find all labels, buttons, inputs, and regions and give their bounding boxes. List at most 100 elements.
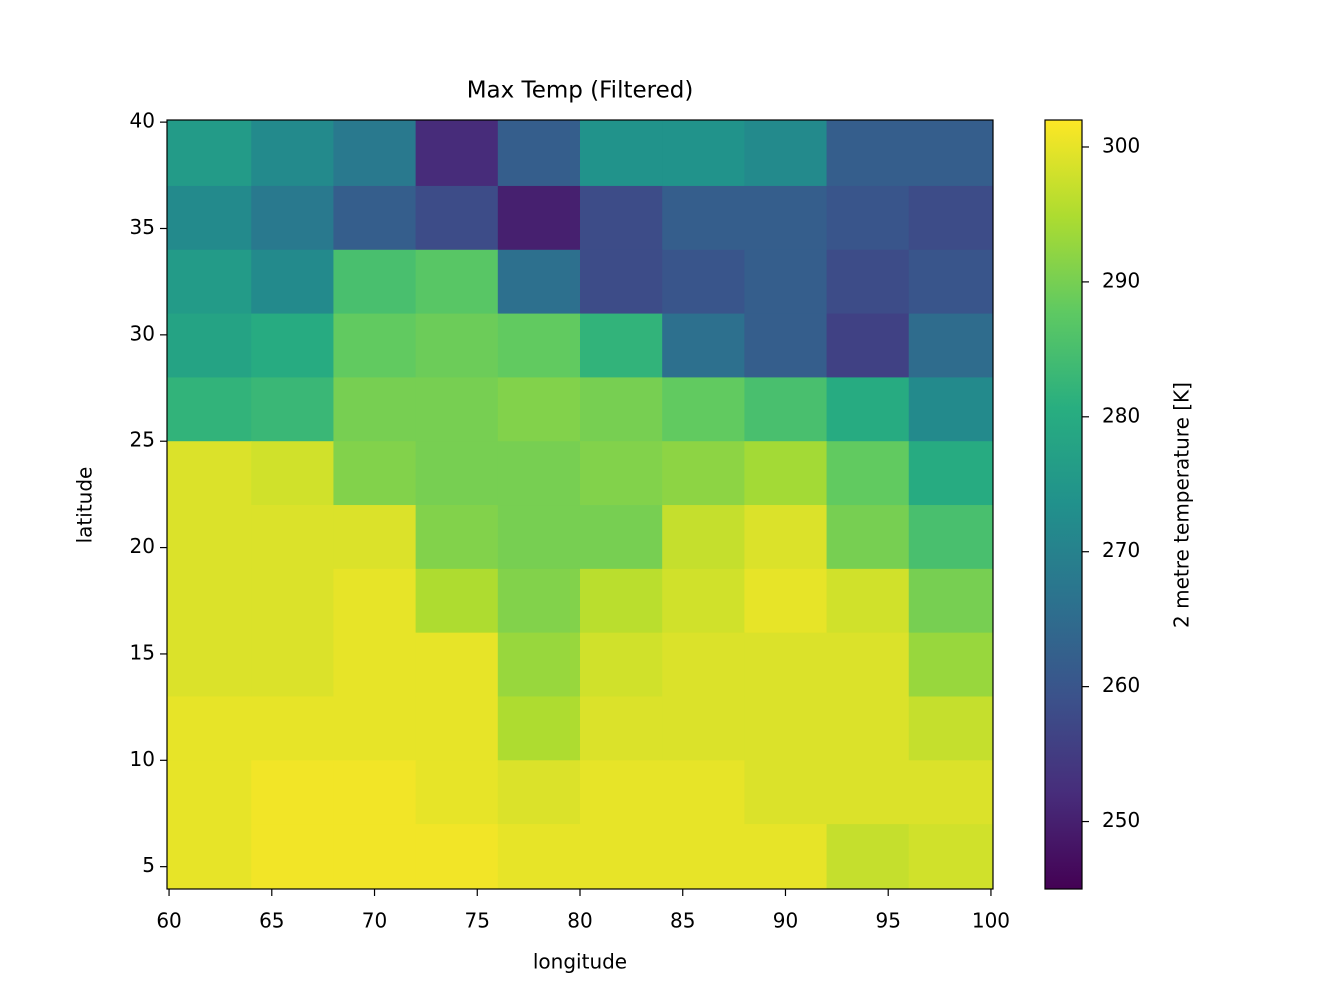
heatmap-cell bbox=[662, 568, 745, 634]
heatmap-cell bbox=[744, 568, 828, 634]
heatmap-cell bbox=[826, 441, 910, 506]
heatmap-cell bbox=[662, 185, 745, 251]
heatmap-cell bbox=[908, 441, 993, 506]
heatmap-cell bbox=[251, 760, 334, 825]
heatmap-cell bbox=[662, 632, 745, 697]
heatmap-cell bbox=[497, 377, 581, 442]
y-axis-label: latitude bbox=[73, 467, 97, 544]
heatmap-cell bbox=[744, 377, 828, 442]
heatmap-cell bbox=[744, 120, 828, 187]
heatmap-cell bbox=[167, 313, 252, 378]
heatmap-cell bbox=[497, 760, 581, 825]
heatmap-cell bbox=[333, 120, 417, 187]
heatmap-cell bbox=[167, 505, 252, 570]
heatmap-cell bbox=[497, 696, 581, 761]
heatmap-cell bbox=[826, 120, 910, 187]
heatmap-cell bbox=[167, 441, 252, 506]
heatmap-cell bbox=[662, 505, 745, 570]
x-tick-label: 85 bbox=[670, 909, 695, 933]
heatmap-cell bbox=[251, 249, 334, 315]
heatmap-cell bbox=[167, 185, 252, 251]
heatmap-cell bbox=[908, 760, 993, 825]
heatmap-cell bbox=[497, 120, 581, 187]
heatmap-cell bbox=[908, 824, 993, 889]
heatmap-cell bbox=[333, 632, 417, 697]
heatmap-cell bbox=[744, 824, 828, 889]
x-tick-label: 70 bbox=[362, 909, 387, 933]
heatmap-cell bbox=[167, 568, 252, 634]
heatmap-cell bbox=[744, 696, 828, 761]
colorbar bbox=[1044, 119, 1083, 890]
heatmap-cell bbox=[580, 760, 663, 825]
heatmap-cell bbox=[333, 568, 417, 634]
heatmap-cell bbox=[167, 760, 252, 825]
y-tick-label: 5 bbox=[142, 853, 155, 877]
heatmap-cell bbox=[333, 760, 417, 825]
heatmap-cell bbox=[497, 441, 581, 506]
heatmap-cell bbox=[333, 313, 417, 378]
heatmap-cell bbox=[415, 505, 499, 570]
heatmap-cell bbox=[908, 568, 993, 634]
heatmap-cell bbox=[662, 249, 745, 315]
heatmap-cell bbox=[251, 824, 334, 889]
y-tick-label: 25 bbox=[130, 428, 155, 452]
heatmap-cell bbox=[580, 249, 663, 315]
heatmap-cell bbox=[580, 632, 663, 697]
heatmap-cell bbox=[826, 377, 910, 442]
heatmap-cell bbox=[744, 505, 828, 570]
chart-title: Max Temp (Filtered) bbox=[467, 78, 694, 104]
heatmap-cell bbox=[415, 377, 499, 442]
heatmap-cell bbox=[251, 505, 334, 570]
x-tick-label: 100 bbox=[972, 909, 1010, 933]
heatmap-cell bbox=[580, 505, 663, 570]
heatmap-cell bbox=[415, 185, 499, 251]
heatmap-cell bbox=[580, 441, 663, 506]
heatmap-cell bbox=[497, 249, 581, 315]
y-tick-label: 10 bbox=[130, 747, 155, 771]
heatmap-cell bbox=[908, 505, 993, 570]
heatmap-cell bbox=[333, 696, 417, 761]
heatmap-cell bbox=[908, 632, 993, 697]
y-tick-label: 20 bbox=[130, 534, 155, 558]
colorbar-tick-label: 260 bbox=[1102, 673, 1140, 697]
heatmap-cell bbox=[415, 632, 499, 697]
heatmap-cell bbox=[662, 696, 745, 761]
heatmap-cell bbox=[333, 441, 417, 506]
x-tick-label: 95 bbox=[875, 909, 900, 933]
x-axis-label: longitude bbox=[533, 950, 627, 974]
heatmap bbox=[167, 120, 993, 889]
heatmap-cell bbox=[497, 568, 581, 634]
heatmap-cell bbox=[908, 313, 993, 378]
heatmap-cell bbox=[744, 313, 828, 378]
heatmap-cell bbox=[333, 824, 417, 889]
colorbar-tick-label: 290 bbox=[1102, 268, 1140, 292]
heatmap-cell bbox=[826, 568, 910, 634]
heatmap-cell bbox=[580, 120, 663, 187]
heatmap-cell bbox=[251, 632, 334, 697]
heatmap-cell bbox=[497, 824, 581, 889]
heatmap-cell bbox=[908, 377, 993, 442]
heatmap-cell bbox=[580, 313, 663, 378]
heatmap-cell bbox=[333, 249, 417, 315]
heatmap-cell bbox=[580, 185, 663, 251]
heatmap-cell bbox=[826, 632, 910, 697]
heatmap-cell bbox=[167, 120, 252, 187]
heatmap-cell bbox=[908, 120, 993, 187]
heatmap-cell bbox=[333, 185, 417, 251]
colorbar-label: 2 metre temperature [K] bbox=[1170, 382, 1194, 628]
heatmap-cell bbox=[580, 377, 663, 442]
heatmap-cell bbox=[167, 824, 252, 889]
heatmap-cell bbox=[744, 441, 828, 506]
heatmap-cell bbox=[251, 120, 334, 187]
heatmap-cell bbox=[744, 632, 828, 697]
heatmap-cell bbox=[251, 568, 334, 634]
heatmap-cell bbox=[167, 632, 252, 697]
heatmap-cell bbox=[662, 760, 745, 825]
heatmap-cell bbox=[580, 568, 663, 634]
heatmap-cell bbox=[415, 249, 499, 315]
heatmap-cell bbox=[167, 696, 252, 761]
y-tick-label: 30 bbox=[130, 321, 155, 345]
heatmap-cell bbox=[908, 249, 993, 315]
heatmap-cell bbox=[662, 377, 745, 442]
heatmap-cell bbox=[251, 185, 334, 251]
